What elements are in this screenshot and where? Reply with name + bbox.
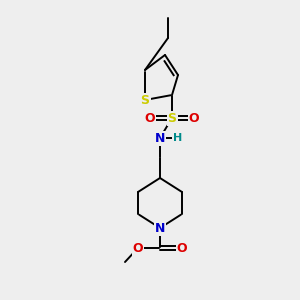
Text: O: O (189, 112, 199, 124)
Text: N: N (155, 131, 165, 145)
Text: O: O (133, 242, 143, 254)
Text: O: O (145, 112, 155, 124)
Text: H: H (173, 133, 183, 143)
Text: S: S (167, 112, 176, 124)
Text: N: N (155, 221, 165, 235)
Text: O: O (177, 242, 187, 254)
Text: S: S (140, 94, 149, 106)
